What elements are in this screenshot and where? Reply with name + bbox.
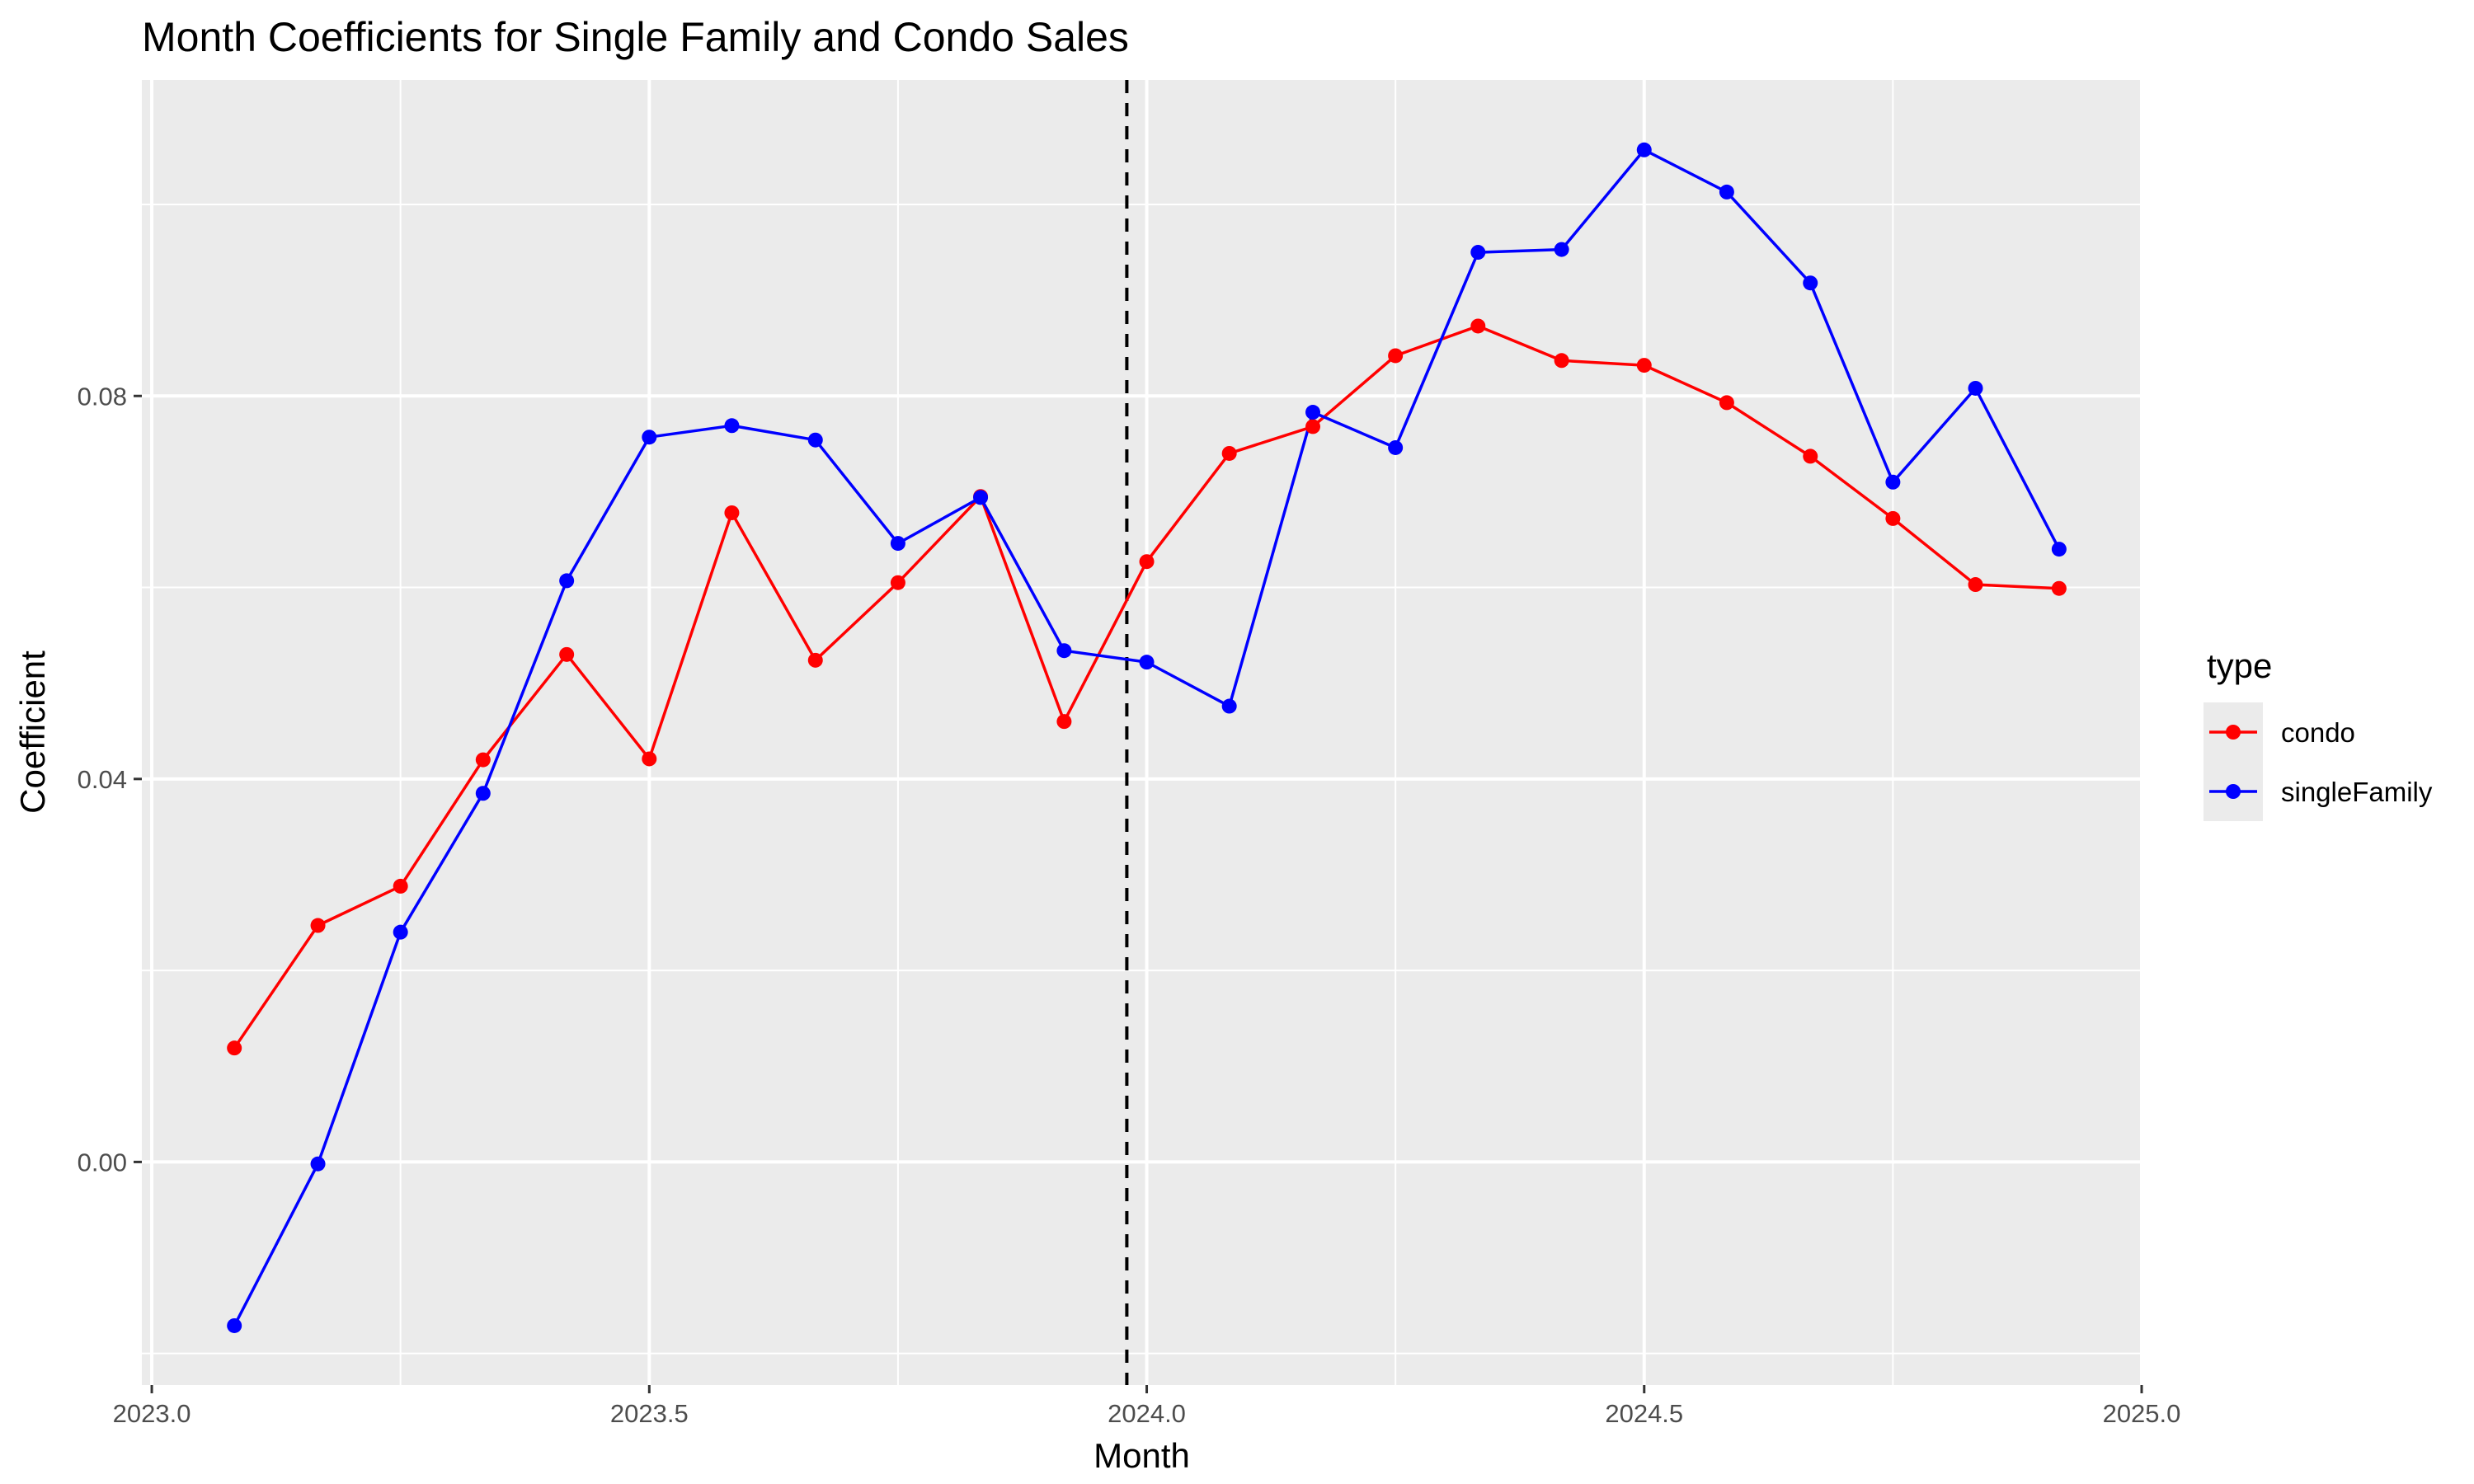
legend-item-singleFamily: singleFamily — [2204, 762, 2433, 821]
data-point-singleFamily-9 — [973, 490, 989, 505]
data-point-condo-21 — [1968, 577, 1983, 593]
data-point-singleFamily-17 — [1636, 142, 1652, 157]
x-axis-ticks: 2023.0 2023.5 2024.0 2024.5 2025.0 — [113, 1385, 2181, 1428]
data-point-singleFamily-12 — [1221, 698, 1237, 714]
data-point-singleFamily-11 — [1139, 655, 1155, 670]
data-point-singleFamily-22 — [2051, 542, 2067, 557]
data-point-condo-0 — [227, 1040, 242, 1056]
series-points-condo — [227, 318, 2067, 1056]
data-point-condo-1 — [310, 918, 326, 933]
data-point-singleFamily-3 — [475, 786, 491, 801]
legend-label-singleFamily: singleFamily — [2281, 777, 2433, 807]
data-point-singleFamily-4 — [559, 573, 575, 589]
legend-title: type — [2207, 646, 2272, 685]
data-point-condo-19 — [1803, 448, 1818, 464]
x-tick-label-0: 2023.0 — [113, 1399, 191, 1428]
legend-items: condo singleFamily — [2204, 702, 2433, 821]
data-point-singleFamily-13 — [1305, 405, 1321, 420]
data-point-condo-17 — [1636, 358, 1652, 373]
chart-title: Month Coefficients for Single Family and… — [142, 14, 1129, 60]
y-tick-label-2: 0.08 — [78, 382, 127, 411]
legend-label-condo: condo — [2281, 717, 2355, 748]
data-point-condo-14 — [1388, 348, 1404, 364]
data-point-singleFamily-10 — [1056, 643, 1072, 659]
data-point-singleFamily-15 — [1470, 245, 1486, 261]
data-point-singleFamily-1 — [310, 1156, 326, 1172]
legend-key-point-condo — [2226, 725, 2241, 740]
data-point-singleFamily-2 — [393, 924, 408, 940]
y-tick-label-0: 0.00 — [78, 1148, 127, 1176]
data-point-singleFamily-20 — [1885, 474, 1901, 490]
data-point-singleFamily-19 — [1803, 275, 1818, 291]
y-axis-ticks: 0.00 0.04 0.08 — [78, 382, 142, 1176]
y-tick-label-1: 0.04 — [78, 765, 127, 794]
legend-item-condo: condo — [2204, 702, 2355, 762]
data-point-condo-5 — [642, 751, 657, 767]
data-point-condo-15 — [1470, 318, 1486, 334]
data-point-condo-8 — [890, 575, 905, 590]
data-point-condo-12 — [1221, 445, 1237, 461]
data-point-condo-22 — [2051, 580, 2067, 596]
series-points-singleFamily — [227, 142, 2067, 1333]
data-point-condo-20 — [1885, 510, 1901, 526]
minor-gridlines — [142, 80, 2142, 1385]
x-tick-label-1: 2023.5 — [610, 1399, 689, 1428]
data-point-singleFamily-5 — [642, 430, 657, 445]
x-tick-label-2: 2024.0 — [1108, 1399, 1186, 1428]
data-point-singleFamily-18 — [1719, 184, 1734, 200]
data-point-condo-11 — [1139, 554, 1155, 570]
x-tick-label-3: 2024.5 — [1605, 1399, 1683, 1428]
major-gridlines — [142, 80, 2143, 1385]
data-point-singleFamily-6 — [724, 418, 740, 434]
data-point-condo-16 — [1554, 353, 1569, 369]
data-point-singleFamily-21 — [1968, 380, 1983, 396]
legend-key-point-singleFamily — [2226, 784, 2241, 799]
data-point-singleFamily-8 — [890, 536, 905, 552]
data-point-condo-10 — [1056, 714, 1072, 730]
data-point-condo-3 — [475, 752, 491, 768]
data-point-singleFamily-0 — [227, 1317, 242, 1333]
data-point-condo-4 — [559, 646, 575, 662]
data-point-singleFamily-7 — [807, 432, 823, 448]
x-axis-title: Month — [1094, 1436, 1190, 1475]
data-point-singleFamily-14 — [1388, 439, 1404, 455]
x-tick-label-4: 2025.0 — [2103, 1399, 2181, 1428]
data-point-condo-6 — [724, 505, 740, 520]
data-point-condo-7 — [807, 652, 823, 668]
legend: type condo singleFamily — [2204, 646, 2433, 821]
series-layer — [227, 142, 2067, 1333]
data-point-condo-2 — [393, 878, 408, 894]
y-axis-title: Coefficient — [13, 650, 52, 814]
data-point-singleFamily-16 — [1554, 242, 1569, 257]
data-point-condo-13 — [1305, 419, 1321, 434]
data-point-condo-18 — [1719, 395, 1734, 411]
plot-panel — [142, 80, 2142, 1385]
